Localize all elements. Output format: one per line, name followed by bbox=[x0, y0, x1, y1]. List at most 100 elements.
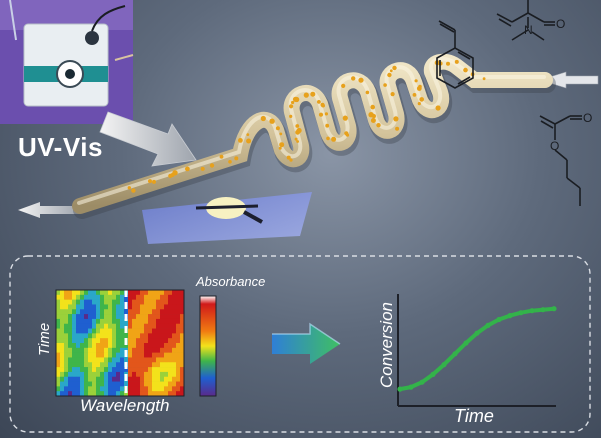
heatmap-cell bbox=[72, 314, 77, 320]
heatmap-cell bbox=[72, 367, 77, 373]
heatmap-cell bbox=[180, 386, 184, 392]
heatmap-cell bbox=[132, 391, 137, 396]
dmaa-o-atom: O bbox=[556, 17, 565, 31]
heatmap-cell bbox=[112, 314, 117, 320]
heatmap-cell bbox=[56, 347, 61, 353]
droplet bbox=[246, 138, 252, 144]
heatmap-cell bbox=[164, 304, 169, 310]
heatmap-cell bbox=[108, 386, 113, 392]
heatmap-cell bbox=[112, 299, 117, 305]
conversion-point bbox=[474, 330, 480, 336]
heatmap-cell bbox=[56, 381, 61, 387]
heatmap-cell bbox=[152, 318, 157, 325]
heatmap-cell bbox=[88, 371, 93, 378]
heatmap-cell bbox=[96, 309, 101, 315]
heatmap-cell bbox=[72, 381, 77, 387]
heatmap-cell bbox=[68, 391, 73, 396]
heatmap-cell bbox=[80, 371, 85, 378]
heatmap-cell bbox=[60, 362, 65, 368]
heatmap-cell bbox=[60, 314, 65, 320]
heatmap-cell bbox=[84, 318, 89, 325]
absorbance-label: Absorbance bbox=[196, 274, 266, 289]
heatmap-cell bbox=[108, 290, 113, 296]
heatmap-cell bbox=[140, 328, 145, 334]
heatmap-cell bbox=[76, 333, 81, 339]
heatmap-cell bbox=[128, 386, 133, 392]
conversion-point bbox=[397, 386, 403, 392]
heatmap-cell bbox=[96, 357, 101, 363]
heatmap-cell bbox=[104, 376, 109, 382]
heatmap-cell bbox=[56, 367, 61, 373]
heatmap-cell bbox=[180, 376, 184, 382]
heatmap-cell bbox=[68, 367, 73, 373]
heatmap-cell bbox=[96, 338, 101, 344]
heatmap-cell bbox=[168, 323, 173, 329]
heatmap-cell bbox=[124, 309, 129, 315]
heatmap-cell bbox=[68, 371, 73, 378]
heatmap-cell bbox=[116, 294, 121, 300]
heatmap-cell bbox=[112, 290, 117, 296]
heatmap-cell bbox=[148, 338, 153, 344]
heatmap-cell bbox=[84, 362, 89, 368]
droplet bbox=[295, 124, 300, 128]
heatmap-cell bbox=[76, 343, 81, 349]
heatmap-cell bbox=[180, 309, 184, 315]
heatmap-cell bbox=[104, 352, 109, 358]
heatmap-cell bbox=[68, 381, 73, 387]
heatmap-cell bbox=[72, 391, 77, 396]
heatmap-cell bbox=[96, 347, 101, 353]
heatmap-cell bbox=[104, 381, 109, 387]
heatmap-cell bbox=[80, 386, 85, 392]
heatmap-cell bbox=[156, 304, 161, 310]
heatmap-cell bbox=[136, 347, 141, 353]
heatmap-cell bbox=[92, 371, 97, 378]
heatmap-cell bbox=[80, 381, 85, 387]
heatmap-cell bbox=[88, 294, 93, 300]
heatmap-cell bbox=[76, 304, 81, 310]
heatmap-cell bbox=[84, 333, 89, 339]
heatmap-cell bbox=[164, 328, 169, 334]
heatmap-cell bbox=[136, 328, 141, 334]
heatmap-cell bbox=[56, 333, 61, 339]
heatmap-cell bbox=[56, 304, 61, 310]
heatmap-cell bbox=[180, 357, 184, 363]
heatmap-cell bbox=[168, 357, 173, 363]
heatmap-cell bbox=[164, 391, 169, 396]
heatmap-cell bbox=[116, 290, 121, 296]
heatmap-cell bbox=[140, 309, 145, 315]
droplet bbox=[269, 118, 275, 124]
heatmap-cell bbox=[112, 309, 117, 315]
heatmap-cell bbox=[168, 367, 173, 373]
droplet bbox=[279, 142, 285, 148]
heatmap-cell bbox=[76, 362, 81, 368]
heatmap-cell bbox=[60, 367, 65, 373]
heatmap-cell bbox=[144, 381, 149, 387]
heatmap-cell bbox=[132, 318, 137, 325]
heatmap-cell bbox=[152, 357, 157, 363]
heatmap-cell bbox=[108, 376, 113, 382]
heatmap-cell bbox=[112, 391, 117, 396]
outlet-arrow bbox=[18, 202, 80, 218]
droplet bbox=[219, 154, 224, 159]
heatmap-cell bbox=[168, 386, 173, 392]
heatmap-cell bbox=[148, 318, 153, 325]
heatmap-cell bbox=[112, 328, 117, 334]
droplet bbox=[289, 104, 294, 109]
heatmap-cell bbox=[116, 328, 121, 334]
heatmap-cell bbox=[172, 304, 177, 310]
butyl-acrylate-carbonyl-o: O bbox=[583, 111, 592, 125]
droplet bbox=[317, 100, 321, 104]
heatmap-cell bbox=[84, 371, 89, 378]
droplet bbox=[246, 133, 250, 137]
processing-arrow bbox=[272, 322, 341, 364]
droplet bbox=[131, 188, 136, 193]
heatmap-cell bbox=[164, 318, 169, 325]
heatmap-cell bbox=[156, 338, 161, 344]
heatmap-cell bbox=[124, 357, 129, 363]
heatmap-cell bbox=[160, 386, 165, 392]
heatmap-cell bbox=[176, 318, 181, 325]
heatmap-cell bbox=[88, 323, 93, 329]
heatmap-cell bbox=[64, 294, 69, 300]
heatmap-cell bbox=[92, 376, 97, 382]
heatmap-cell bbox=[92, 352, 97, 358]
